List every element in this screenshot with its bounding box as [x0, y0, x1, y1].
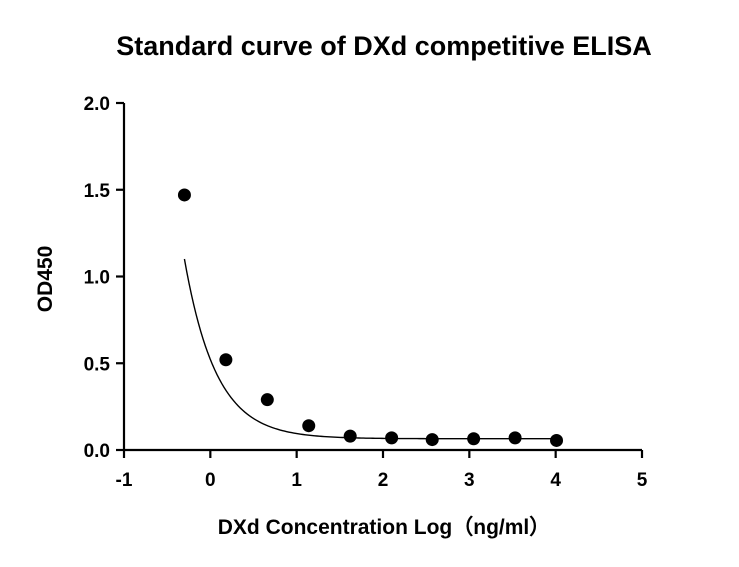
x-tick-label: 2: [378, 470, 389, 491]
y-tick-label: 0.5: [84, 354, 111, 375]
data-point: [260, 393, 274, 407]
data-points-layer: [177, 188, 564, 447]
x-tick-label: 3: [464, 470, 475, 491]
x-tick-label: 5: [637, 470, 648, 491]
data-point: [550, 433, 564, 447]
fit-curve: [183, 258, 557, 440]
data-point: [343, 429, 357, 443]
x-axis-label: DXd Concentration Log（ng/ml）: [218, 515, 550, 539]
y-tick-label: 0.0: [84, 441, 110, 462]
data-point: [467, 432, 481, 446]
y-tick-label: 1.0: [84, 268, 110, 289]
x-tick-label: 0: [205, 470, 216, 491]
y-tick-label: 1.5: [84, 181, 111, 202]
fit-curve-layer: [183, 258, 557, 440]
x-tick-label: 4: [550, 470, 561, 491]
chart-title: Standard curve of DXd competitive ELISA: [116, 31, 652, 61]
plot-area: -1 0 1 2 3 4 5 0.0 0.5 1.0 1.5 2.0: [84, 94, 648, 491]
x-tick-label: 1: [291, 470, 302, 491]
axes-layer: -1 0 1 2 3 4 5 0.0 0.5 1.0 1.5 2.0: [84, 94, 648, 491]
data-point: [508, 431, 522, 445]
x-tick-label: -1: [116, 470, 133, 491]
data-point: [425, 433, 439, 447]
data-point: [177, 188, 191, 202]
data-point: [385, 431, 399, 445]
data-point: [219, 353, 233, 367]
y-tick-label: 2.0: [84, 94, 110, 115]
y-axis-label: OD450: [34, 246, 57, 313]
data-point: [302, 419, 316, 433]
